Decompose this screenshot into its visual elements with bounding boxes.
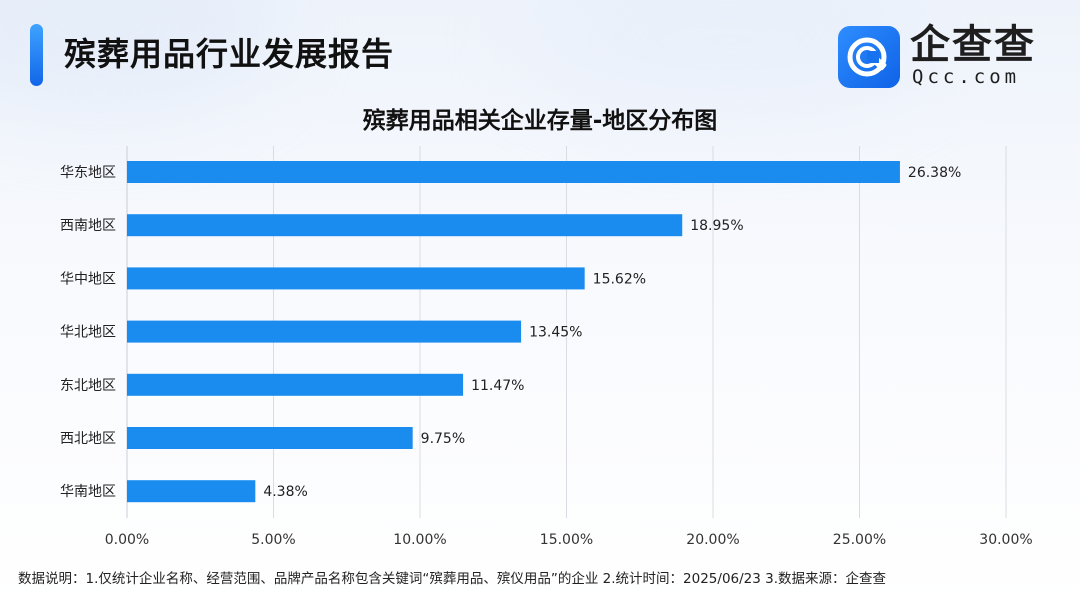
bar-chart: 0.00% 5.00% 10.00% 15.00% 20.00% 25.00% 30.00%… xyxy=(60,146,1033,548)
brand-domain: Qcc.com xyxy=(912,66,1021,88)
brand-name: 企查查 xyxy=(910,22,1036,68)
data-label: 15.62% xyxy=(593,271,646,287)
bar xyxy=(127,214,683,237)
category-label: 华北地区 xyxy=(60,325,116,341)
category-label: 华东地区 xyxy=(60,165,116,181)
category-label: 华中地区 xyxy=(60,271,116,287)
bar xyxy=(127,427,413,449)
data-label: 18.95% xyxy=(690,218,743,234)
x-tick-label: 30.00% xyxy=(979,532,1032,548)
x-tick-label: 10.00% xyxy=(393,532,446,548)
bar xyxy=(127,373,464,396)
chart-title: 殡葬用品相关企业存量-地区分布图 xyxy=(362,108,718,134)
report-title: 殡葬用品行业发展报告 xyxy=(64,35,395,73)
data-label: 13.45% xyxy=(529,325,582,341)
x-tick-label: 0.00% xyxy=(105,532,149,548)
qcc-logo-icon xyxy=(838,26,900,88)
data-label: 11.47% xyxy=(471,378,524,394)
x-tick-label: 20.00% xyxy=(686,532,739,548)
category-label: 西北地区 xyxy=(60,431,116,447)
bar xyxy=(127,161,900,183)
data-label: 9.75% xyxy=(421,431,465,447)
category-label: 东北地区 xyxy=(60,378,116,394)
x-tick-label: 5.00% xyxy=(251,532,295,548)
footnote: 数据说明：1.仅统计企业名称、经营范围、品牌产品名称包含关键词“殡葬用品、殡仪用… xyxy=(18,571,887,587)
bar xyxy=(127,480,256,503)
category-label: 华南地区 xyxy=(60,484,116,500)
x-tick-label: 15.00% xyxy=(540,532,593,548)
title-accent-bar xyxy=(30,24,43,86)
category-label: 西南地区 xyxy=(60,218,116,234)
data-label: 26.38% xyxy=(908,165,961,181)
bar xyxy=(127,320,522,343)
data-label: 4.38% xyxy=(263,484,307,500)
bar xyxy=(127,267,585,290)
x-tick-label: 25.00% xyxy=(833,532,886,548)
